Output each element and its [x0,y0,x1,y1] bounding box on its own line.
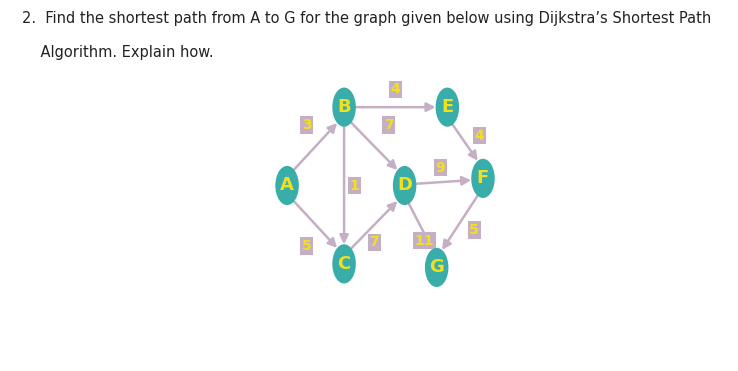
Text: 7: 7 [370,236,379,249]
Text: 2.  Find the shortest path from A to G for the graph given below using Dijkstra’: 2. Find the shortest path from A to G fo… [22,11,711,26]
Text: Algorithm. Explain how.: Algorithm. Explain how. [22,45,214,59]
Text: 4: 4 [475,129,484,142]
Text: F: F [477,170,489,187]
Text: D: D [397,177,412,194]
Text: 5: 5 [302,239,311,253]
Text: 9: 9 [435,161,445,175]
Text: G: G [430,259,444,276]
Ellipse shape [275,166,299,205]
Text: 11: 11 [415,234,434,248]
Text: 1: 1 [350,178,359,193]
Text: A: A [280,177,294,194]
Text: C: C [337,255,351,273]
Text: 4: 4 [391,82,401,96]
Ellipse shape [435,88,459,127]
Text: B: B [337,98,351,116]
Ellipse shape [332,88,356,127]
Text: E: E [441,98,453,116]
Text: 7: 7 [384,118,393,132]
Ellipse shape [332,244,356,283]
Text: 3: 3 [302,118,311,132]
Ellipse shape [393,166,416,205]
Ellipse shape [472,159,494,198]
Ellipse shape [425,248,449,287]
Text: 5: 5 [469,223,479,237]
